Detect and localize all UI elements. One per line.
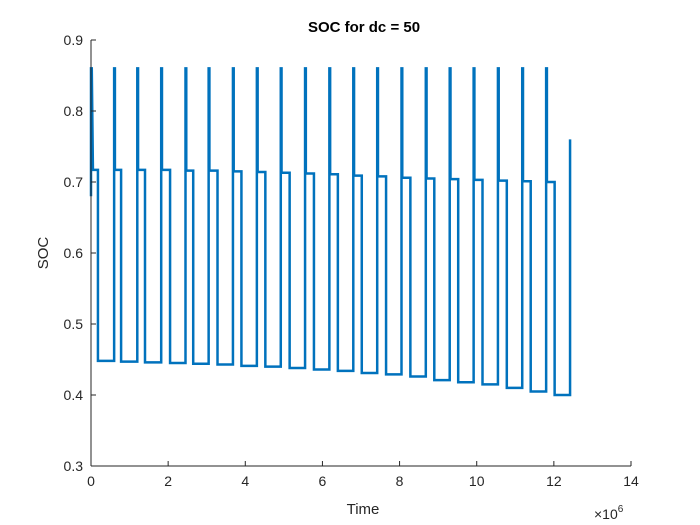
x-tick-label: 14 [623,473,639,489]
chart-title: SOC for dc = 50 [308,19,420,36]
y-axis-label: SOC [35,237,52,270]
y-tick-label: 0.4 [64,387,84,403]
y-tick-label: 0.6 [64,245,84,261]
x-tick-label: 2 [164,473,172,489]
y-tick-label: 0.5 [64,316,84,332]
x-axis-ticks: 0 2 4 6 8 10 12 14 [87,461,639,489]
y-tick-label: 0.8 [64,103,84,119]
x-tick-label: 0 [87,473,95,489]
x-exponent-base: ×10 [594,506,618,522]
soc-series-line [89,67,572,397]
y-tick-label: 0.7 [64,174,84,190]
plot-area [89,67,572,397]
x-axis-label: Time [347,501,380,518]
x-tick-label: 12 [546,473,562,489]
x-tick-label: 6 [319,473,327,489]
y-tick-label: 0.9 [64,32,84,48]
x-tick-label: 10 [469,473,485,489]
x-exponent-power: 6 [618,504,624,515]
x-tick-label: 8 [396,473,404,489]
y-axis-ticks: 0.3 0.4 0.5 0.6 0.7 0.8 0.9 [64,32,96,474]
x-tick-label: 4 [241,473,249,489]
x-axis-exponent: ×106 [594,504,624,522]
y-tick-label: 0.3 [64,458,84,474]
